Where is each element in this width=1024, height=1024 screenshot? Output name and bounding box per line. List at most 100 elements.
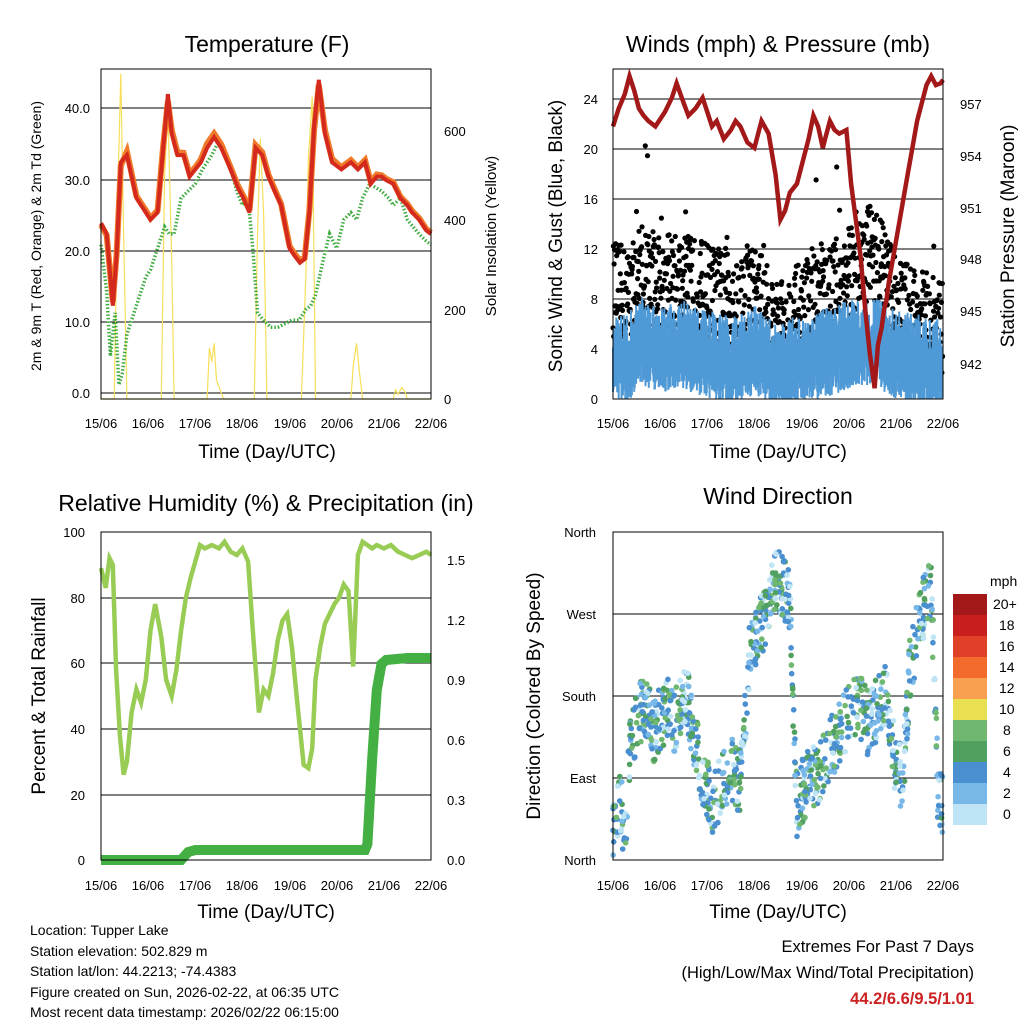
dewpoint-line <box>99 136 433 386</box>
direction-point <box>869 706 875 712</box>
legend-label: 14 <box>999 659 1015 675</box>
gust-point <box>910 299 916 305</box>
gust-point <box>674 286 681 292</box>
gust-point <box>687 241 693 247</box>
gust-point <box>652 258 659 264</box>
gust-point <box>689 262 695 268</box>
gust-point <box>809 246 815 252</box>
winds-x-axis-label: Time (Day/UTC) <box>709 442 847 463</box>
direction-point <box>760 613 767 620</box>
gust-point <box>874 212 880 218</box>
gust-point <box>870 252 876 258</box>
gust-point <box>931 243 937 249</box>
direction-point <box>803 799 809 805</box>
gust-point <box>895 280 901 287</box>
direction-point <box>779 595 785 602</box>
direction-points <box>610 549 946 858</box>
x-tick-label: 15/06 <box>85 416 118 431</box>
direction-point <box>858 707 864 713</box>
direction-point <box>745 664 751 670</box>
gust-point <box>845 260 851 266</box>
gust-point <box>764 281 770 287</box>
direction-point <box>793 797 800 804</box>
x-tick-label: 19/06 <box>786 416 819 431</box>
direction-point <box>917 589 924 596</box>
direction-point <box>801 780 807 787</box>
direction-point <box>817 775 824 782</box>
direction-point <box>736 780 743 786</box>
gust-point <box>841 290 847 296</box>
gust-point <box>756 263 762 269</box>
direction-point <box>660 742 667 748</box>
gust-point <box>912 272 918 278</box>
direction-point <box>706 806 712 812</box>
direction-point <box>769 562 775 568</box>
direction-point <box>897 759 903 765</box>
direction-point <box>869 686 875 692</box>
direction-point <box>767 611 774 617</box>
gust-point <box>694 293 700 300</box>
direction-point <box>915 635 921 642</box>
gust-point <box>792 282 798 288</box>
gust-point <box>761 242 767 249</box>
gust-point <box>867 203 873 209</box>
direction-point <box>692 750 699 756</box>
gust-point <box>755 271 761 277</box>
direction-point <box>619 779 625 785</box>
gust-point <box>779 300 785 306</box>
gust-point <box>630 240 636 246</box>
direction-point <box>639 708 646 715</box>
legend-label: 0 <box>1003 806 1011 822</box>
direction-title: Wind Direction <box>703 483 853 509</box>
direction-point <box>904 726 911 732</box>
direction-point <box>619 818 625 824</box>
direction-point <box>863 713 870 719</box>
direction-point <box>662 715 668 721</box>
gust-point <box>649 263 655 269</box>
direction-point <box>786 583 793 590</box>
direction-point <box>759 624 765 631</box>
gust-point <box>795 262 801 268</box>
gust-point <box>849 283 855 289</box>
direction-point <box>622 840 629 846</box>
direction-point <box>933 715 940 722</box>
direction-point <box>714 801 721 807</box>
direction-point <box>822 756 828 762</box>
gust-point <box>753 285 760 291</box>
gust-point <box>619 307 626 313</box>
y2-tick-label: 600 <box>444 124 466 139</box>
direction-point <box>792 782 799 789</box>
x-tick-label: 22/06 <box>927 878 960 893</box>
temperature-x-ticks: 15/06 16/06 17/06 18/06 19/06 20/06 21/0… <box>85 416 448 431</box>
direction-point <box>779 553 785 560</box>
direction-point <box>808 767 815 773</box>
direction-x-axis-label: Time (Day/UTC) <box>709 902 847 923</box>
direction-point <box>758 644 765 651</box>
direction-point <box>700 801 706 808</box>
direction-point <box>877 725 884 732</box>
direction-point <box>648 716 654 722</box>
direction-point <box>788 623 794 630</box>
direction-point <box>810 744 817 750</box>
winds-y2-ticks: 942 945 948 951 954 957 <box>960 97 982 372</box>
direction-point <box>721 748 727 755</box>
temperature-plot-frame <box>100 68 432 400</box>
y2-tick-label: 0.0 <box>447 853 465 868</box>
direction-point <box>826 730 833 737</box>
direction-point <box>854 714 860 720</box>
gust-point <box>629 271 635 277</box>
y-tick-label: 0 <box>78 853 85 868</box>
y-tick-label: 60 <box>71 656 85 671</box>
direction-point <box>791 740 797 747</box>
gust-point <box>754 295 760 301</box>
gust-point <box>746 303 753 309</box>
winds-panel: Winds (mph) & Pressure (mb) 0 4 8 12 16 … <box>546 31 1019 463</box>
gust-point <box>658 215 665 221</box>
relative-humidity-line <box>98 537 433 776</box>
x-tick-label: 18/06 <box>226 878 259 893</box>
gust-point <box>625 289 632 295</box>
legend-label: 2 <box>1003 785 1011 801</box>
gust-point <box>677 267 684 273</box>
gust-point <box>861 236 867 242</box>
direction-point <box>879 706 885 713</box>
